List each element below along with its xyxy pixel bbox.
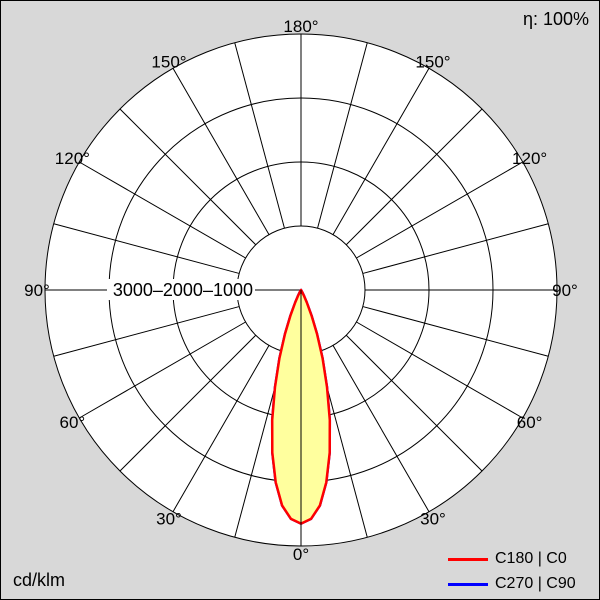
grid-radial-line (345, 334, 483, 472)
grid-radial-line (332, 345, 430, 512)
angle-label: 120° (55, 149, 90, 168)
angle-label: 30° (156, 510, 182, 529)
radial-axis-label: 3000–2000–1000 (113, 280, 253, 300)
grid-radial-line (172, 68, 270, 235)
angle-label: 150° (415, 52, 450, 71)
units-label: cd/klm (13, 570, 66, 590)
grid-radial-line (53, 223, 240, 274)
grid-radial-line (362, 223, 549, 274)
angle-label: 0° (293, 545, 309, 564)
angle-label: 120° (512, 149, 547, 168)
angle-label: 180° (283, 17, 318, 36)
grid-radial-line (317, 42, 368, 229)
angle-label: 150° (151, 52, 186, 71)
red-curve-line-swatch (448, 557, 488, 561)
grid-radial-line (234, 42, 285, 229)
grid-radial-line (362, 306, 549, 357)
grid-radial-line (53, 306, 240, 357)
angle-label: 30° (420, 510, 446, 529)
grid-radial-line (345, 108, 483, 246)
angle-label: 90° (552, 281, 578, 300)
angle-label: 60° (60, 413, 86, 432)
efficiency-label: η: 100% (522, 9, 589, 29)
grid-radial-line (356, 161, 523, 259)
legend-label-c180-c0: C180 | C0 (495, 550, 567, 567)
grid-radial-line (79, 321, 246, 419)
grid-radial-line (332, 68, 430, 235)
grid-radial-line (119, 108, 257, 246)
legend-item-c180-c0: C180 | C0 (448, 550, 576, 568)
grid-radial-line (356, 321, 523, 419)
angle-label: 60° (517, 413, 543, 432)
blue-curve-line-swatch (448, 582, 488, 586)
grid-radial-line (79, 161, 246, 259)
radial-axis-label-backing (107, 279, 255, 300)
grid-radial-line (119, 334, 257, 472)
angle-label: 90° (24, 281, 50, 300)
grid-radial-line (172, 345, 270, 512)
legend-item-c270-c90: C270 | C90 (448, 575, 576, 593)
legend: C180 | C0 C270 | C90 (448, 550, 576, 593)
legend-label-c270-c90: C270 | C90 (495, 575, 576, 592)
